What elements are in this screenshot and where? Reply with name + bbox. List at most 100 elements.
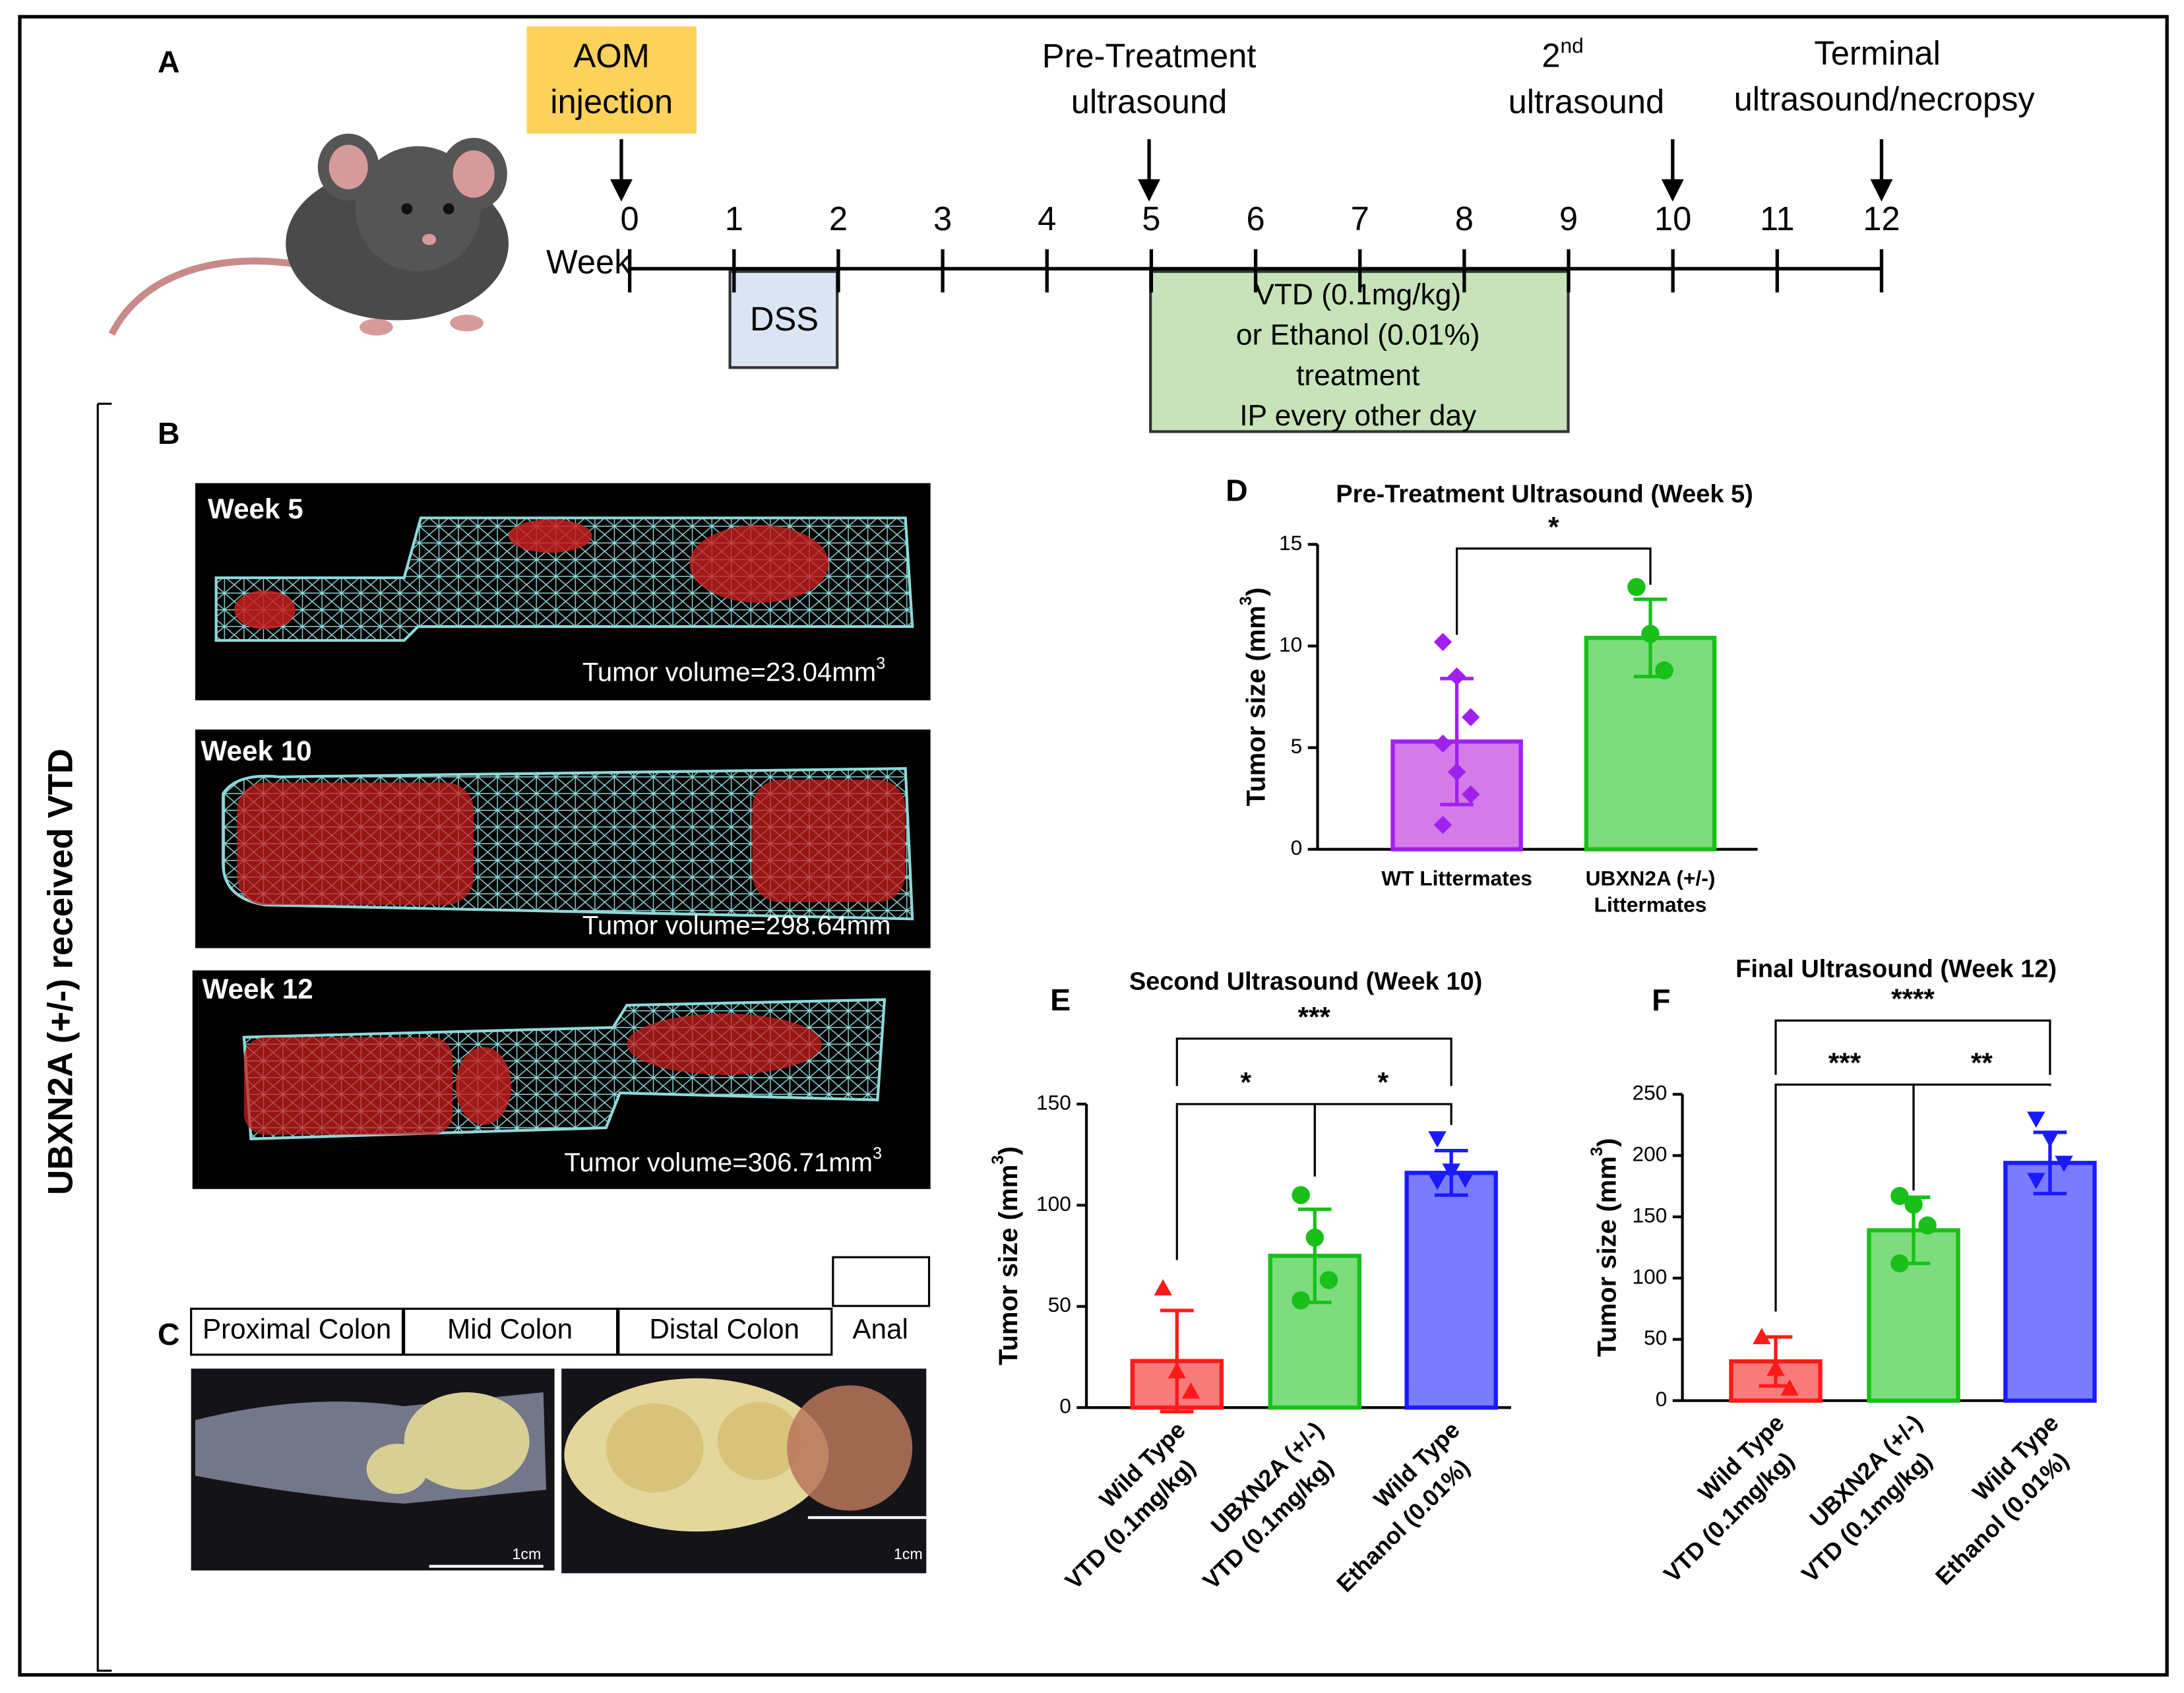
y-axis-label: Tumor size (mm3): [1587, 1138, 1621, 1357]
volume-label: Tumor volume=306.71mm3: [564, 1144, 882, 1177]
panel-label: F: [1652, 983, 1670, 1017]
week-number: 3: [933, 200, 952, 237]
image-label: Week 10: [201, 735, 311, 766]
y-tick-label: 150: [1633, 1203, 1668, 1227]
data-point: [1918, 1216, 1937, 1235]
data-point: [1181, 1382, 1201, 1399]
region-boxes: [190, 1256, 931, 1356]
data-point: [1292, 1186, 1310, 1204]
dss-box: [728, 270, 839, 369]
data-point: [1292, 1291, 1310, 1310]
panel-label: A: [158, 44, 180, 78]
side-label: UBXN2A (+/-) received VTD: [41, 749, 80, 1195]
data-point: [2055, 1155, 2073, 1173]
week-number: 10: [1654, 200, 1691, 237]
x-tick-label: Littermates: [1594, 893, 1707, 917]
panel-label: E: [1050, 983, 1071, 1017]
ultrasound-image: [192, 970, 931, 1189]
aom-box: [526, 26, 697, 134]
data-point: [1890, 1186, 1909, 1206]
event-label: ultrasound: [1071, 83, 1228, 121]
bracket: [96, 402, 112, 1672]
week-number: 0: [621, 200, 639, 237]
significance-label: **: [1971, 1047, 1993, 1078]
y-tick-label: 0: [1656, 1387, 1668, 1411]
volume-label: Tumor volume=298.64mm: [582, 911, 891, 940]
data-point: [1627, 578, 1646, 596]
y-axis-label: Tumor size (mm: [1592, 1156, 1621, 1357]
y-tick-label: 50: [1048, 1293, 1071, 1316]
bar: [1404, 1171, 1498, 1410]
event-label: Terminal: [1814, 34, 1940, 72]
data-point: [1890, 1254, 1909, 1273]
bar: [2003, 1161, 2097, 1403]
week-number: 9: [1559, 200, 1578, 237]
ultrasound-image: [195, 483, 931, 700]
data-point: [1428, 1173, 1447, 1190]
y-tick-label: 10: [1279, 632, 1302, 656]
week-number: 8: [1455, 200, 1474, 237]
colon-photo: [561, 1369, 927, 1574]
scale-label: 1cm: [512, 1545, 541, 1562]
significance-bracket: [1456, 547, 1652, 635]
superscript: nd: [1561, 34, 1584, 57]
panel-label: C: [158, 1317, 180, 1351]
volume-label: Tumor volume=23.04mm: [582, 658, 876, 687]
data-point: [2041, 1131, 2059, 1148]
event-label: injection: [550, 83, 673, 121]
region-label: Mid Colon: [447, 1313, 573, 1344]
data-point: [1442, 1163, 1460, 1181]
mouse-illustration: [108, 133, 509, 336]
scale-label: 1cm: [894, 1545, 923, 1562]
superscript: 3: [876, 654, 885, 673]
y-axis-label: ): [1592, 1138, 1621, 1147]
week-number: 1: [725, 200, 743, 237]
data-point: [1305, 1228, 1324, 1247]
data-point: [1433, 632, 1452, 652]
data-point: [2027, 1173, 2045, 1190]
image-label: Week 12: [203, 973, 313, 1004]
x-tick-label: WT Littermates: [1381, 867, 1532, 890]
y-tick-label: 200: [1633, 1142, 1668, 1166]
significance-bracket: [1912, 1083, 2051, 1190]
week-number: 12: [1863, 200, 1900, 237]
volume-label: Tumor volume=23.04mm3: [582, 654, 885, 687]
data-point: [1766, 1359, 1785, 1376]
data-point: [1428, 1131, 1447, 1148]
event-label: Pre-Treatment: [1042, 37, 1257, 75]
superscript: 3: [873, 1144, 882, 1163]
data-point: [1154, 1279, 1172, 1296]
data-point: [1456, 1171, 1474, 1188]
superscript: 3: [1587, 1147, 1606, 1156]
significance-bracket: [1175, 1037, 1452, 1086]
image-label: Week 5: [208, 493, 303, 524]
y-axis-label: Tumor size (mm: [1241, 605, 1270, 806]
y-tick-label: 0: [1291, 836, 1303, 859]
panel-label: B: [158, 416, 180, 450]
data-point: [1904, 1195, 1923, 1214]
region-label: Proximal Colon: [203, 1313, 391, 1344]
week-number: 4: [1038, 200, 1056, 237]
significance-label: ***: [1298, 1001, 1331, 1032]
data-point: [1641, 625, 1660, 643]
event-label: 2nd: [1542, 34, 1583, 75]
data-point: [1447, 762, 1466, 782]
significance-bracket: [1313, 1103, 1452, 1177]
treatment-label: VTD (0.1mg/kg): [1255, 278, 1461, 311]
panel-label: D: [1226, 474, 1248, 508]
ultrasound-image: [195, 729, 931, 948]
y-tick-label: 100: [1036, 1192, 1071, 1216]
significance-bracket: [1774, 1019, 2051, 1075]
event-label: 2: [1542, 37, 1560, 75]
colon-photo: [191, 1369, 555, 1571]
event-label: ultrasound: [1509, 83, 1665, 121]
week-number: 6: [1246, 200, 1264, 237]
y-tick-label: 15: [1279, 531, 1302, 555]
data-point: [1433, 816, 1452, 834]
week-number: 2: [829, 200, 848, 237]
dss-label: DSS: [750, 300, 819, 338]
data-point: [1655, 661, 1673, 680]
week-label: Week: [546, 243, 631, 280]
region-label: Distal Colon: [649, 1313, 799, 1344]
chart-title: Final Ultrasound (Week 12): [1735, 955, 2057, 983]
